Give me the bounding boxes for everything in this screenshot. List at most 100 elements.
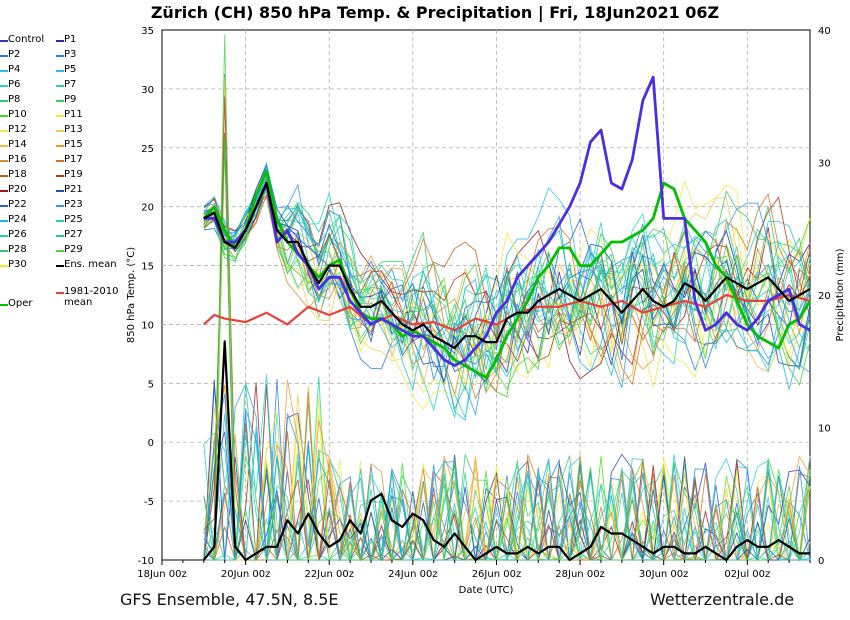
y-tick-label: 35 [141, 26, 154, 37]
legend-label: P13 [64, 124, 83, 135]
legend-swatch [56, 160, 64, 162]
y2-axis-label: Precipitation (mm) [835, 248, 846, 341]
member-temp-line [203, 168, 811, 347]
member-temp-line [203, 185, 811, 346]
legend-swatch [56, 145, 64, 147]
y-tick-label: -10 [138, 556, 154, 567]
legend-item: P23 [56, 199, 83, 210]
x-tick-label: 18Jun 00z [137, 569, 187, 580]
legend-item-oper: Oper [0, 298, 32, 309]
chart-title: Zürich (CH) 850 hPa Temp. & Precipitatio… [151, 3, 719, 23]
footer-source: GFS Ensemble, 47.5N, 8.5E [120, 590, 339, 609]
member-temp-line [203, 185, 811, 370]
x-tick-label: 24Jun 00z [388, 569, 438, 580]
y2-tick-label: 20 [818, 291, 831, 302]
legend-swatch [0, 55, 8, 57]
legend-swatch [0, 160, 8, 162]
legend-item: P17 [56, 154, 83, 165]
legend-swatch [56, 55, 64, 57]
legend-swatch [0, 175, 8, 177]
y-tick-label: 25 [141, 144, 154, 155]
legend-label: P3 [64, 49, 77, 60]
legend-swatch [56, 220, 64, 222]
y2-tick-label: 10 [818, 424, 831, 435]
legend-label: P27 [64, 229, 83, 240]
member-temp-line [203, 185, 811, 383]
y-tick-label: 30 [141, 85, 154, 96]
legend-label: 1981-2010 [64, 286, 119, 297]
legend-item: P5 [56, 64, 76, 75]
legend-label: P29 [64, 244, 83, 255]
legend-label: P2 [8, 49, 21, 60]
legend-item: P6 [0, 79, 20, 90]
legend-item: P25 [56, 214, 83, 225]
legend-label: P21 [64, 184, 83, 195]
ens-mean-precip-line [202, 340, 810, 562]
legend-item: P4 [0, 64, 21, 75]
legend-item: P3 [56, 49, 77, 60]
x-tick-label: 26Jun 00z [472, 569, 522, 580]
legend-item: P30 [0, 259, 27, 270]
legend-item: P16 [0, 154, 27, 165]
legend-item: P2 [0, 49, 21, 60]
legend-item: P27 [56, 229, 83, 240]
legend-swatch [0, 220, 8, 222]
legend-label: P10 [8, 109, 27, 120]
legend-label: P11 [64, 109, 83, 120]
legend-label: P23 [64, 199, 83, 210]
legend-label-climo-2: mean [64, 297, 93, 308]
legend-label: P20 [8, 184, 27, 195]
x-tick-label: 20Jun 00z [221, 569, 271, 580]
legend-item: P18 [0, 169, 27, 180]
legend-swatch [56, 70, 64, 72]
legend-item: P13 [56, 124, 83, 135]
member-temp-line [203, 161, 811, 419]
legend-item: P9 [56, 94, 76, 105]
x-tick-label: 30Jun 00z [639, 569, 689, 580]
legend-swatch [56, 100, 64, 102]
legend-label: P22 [8, 199, 27, 210]
legend-swatch [0, 205, 8, 207]
legend-swatch [56, 40, 64, 42]
x-tick-label: 02Jul 00z [724, 569, 770, 580]
legend-item: P11 [56, 109, 83, 120]
legend-swatch [0, 190, 8, 192]
legend-label: P7 [64, 79, 77, 90]
control-temp-line [203, 75, 811, 368]
legend-swatch [56, 115, 64, 117]
highlight-series [202, 75, 812, 562]
legend-swatch [0, 115, 8, 117]
legend-swatch [56, 85, 64, 87]
legend-label: P30 [8, 259, 27, 270]
y-axis-label: 850 hPa Temp. (°C) [126, 247, 137, 343]
legend-label: P17 [64, 154, 83, 165]
y-tick-label: -5 [144, 497, 154, 508]
legend-label: P4 [8, 64, 21, 75]
legend-swatch [0, 70, 8, 72]
legend-item: P24 [0, 214, 27, 225]
y2-tick-label: 30 [818, 159, 831, 170]
legend-label: Ens. mean [64, 259, 117, 270]
legend-label: P8 [8, 94, 21, 105]
x-tick-label: 22Jun 00z [304, 569, 354, 580]
legend-label: P16 [8, 154, 27, 165]
member-temp-line [203, 179, 811, 410]
legend-swatch [0, 85, 8, 87]
y2-tick-label: 0 [818, 556, 824, 567]
member-temp-line [203, 188, 811, 373]
footer-brand: Wetterzentrale.de [650, 590, 795, 609]
legend-item: P7 [56, 79, 77, 90]
y2-tick-label: 40 [818, 26, 831, 37]
legend-item: Control [0, 34, 44, 45]
legend-item: P1 [56, 34, 76, 45]
legend-label: P28 [8, 244, 27, 255]
legend-label: P26 [8, 229, 27, 240]
legend-item: P20 [0, 184, 27, 195]
legend-swatch [0, 145, 8, 147]
x-tick-label: 28Jun 00z [555, 569, 605, 580]
legend-swatch [56, 175, 64, 177]
legend-item: P29 [56, 244, 83, 255]
legend-item: P26 [0, 229, 27, 240]
legend-swatch [56, 190, 64, 192]
legend-swatch [56, 130, 64, 132]
